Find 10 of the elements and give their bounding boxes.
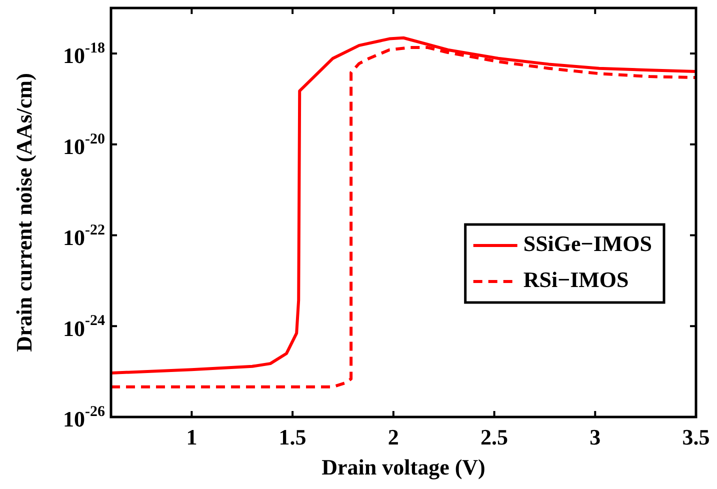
legend-label: RSi−IMOS [523, 267, 629, 292]
x-tick-label: 3.5 [682, 424, 710, 450]
x-axis-title: Drain voltage (V) [322, 454, 486, 480]
x-tick-label: 2 [388, 424, 399, 450]
x-tick-label: 1 [186, 424, 198, 450]
x-tick-label: 3 [590, 424, 601, 450]
x-tick-label: 1.5 [278, 424, 306, 450]
legend-label: SSiGe−IMOS [523, 231, 652, 256]
x-tick-label: 2.5 [480, 424, 508, 450]
y-axis-title: Drain current noise (AAs/cm) [12, 73, 37, 352]
